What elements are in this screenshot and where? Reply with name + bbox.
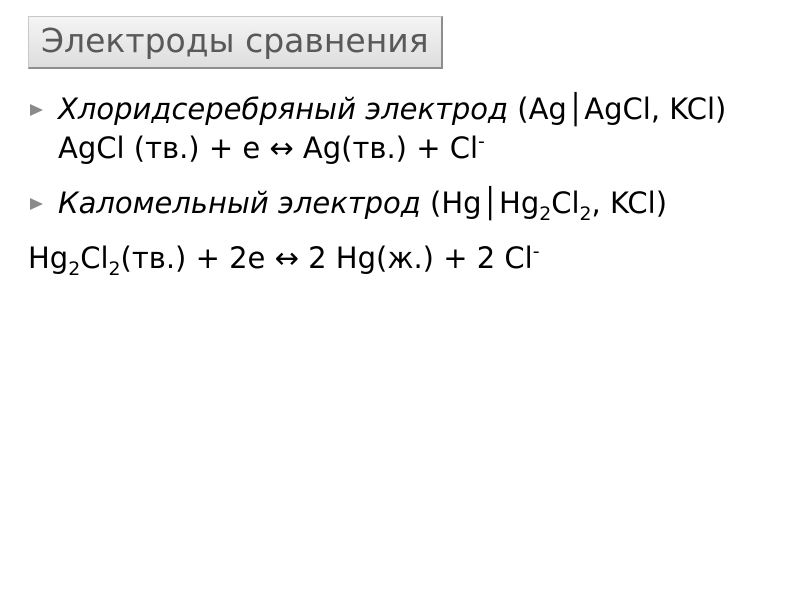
bullet-item-2: Каломельный электрод (Hg│Hg2Cl2, KCl) — [24, 184, 776, 223]
electrode-notation-1: (Ag│AgCl, KCl) — [508, 92, 726, 126]
slide-body: Хлоридсеребряный электрод (Ag│AgCl, KCl)… — [24, 90, 776, 295]
slide: { "title": "Электроды сравнения", "color… — [0, 0, 800, 600]
reaction-1: AgCl (тв.) + e ↔ Ag(тв.) + Cl — [58, 131, 478, 165]
bullet-item-1: Хлоридсеребряный электрод (Ag│AgCl, KCl)… — [24, 90, 776, 168]
reaction-2: Hg2Cl2(тв.) + 2e ↔ 2 Hg(ж.) + 2 Cl- — [24, 239, 776, 278]
electrode-name-2: Каломельный электрод — [58, 186, 421, 220]
slide-title: Электроды сравнения — [28, 16, 443, 69]
electrode-name-1: Хлоридсеребряный электрод — [58, 92, 508, 126]
electrode-notation-2: (Hg│Hg2Cl2, KCl) — [421, 186, 667, 220]
reaction-1-sup: - — [478, 131, 485, 152]
